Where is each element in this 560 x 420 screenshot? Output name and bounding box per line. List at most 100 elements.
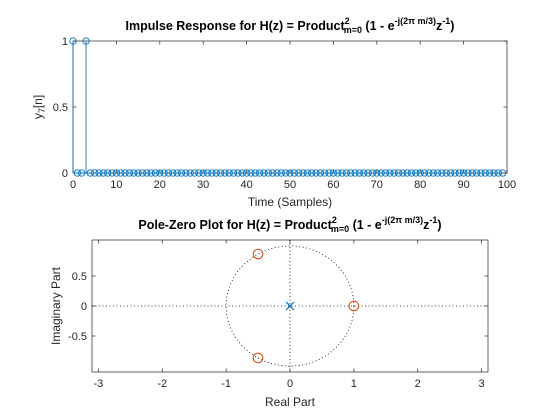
stem-marker xyxy=(238,169,246,177)
stem-marker xyxy=(255,169,264,177)
stem-marker xyxy=(143,169,151,177)
stem-marker xyxy=(390,169,398,177)
stem-marker xyxy=(308,169,316,177)
stem-marker xyxy=(381,169,390,177)
impulse-xtick-label: 30 xyxy=(197,179,209,191)
stem-marker xyxy=(151,169,160,177)
stem-marker xyxy=(125,169,134,177)
stem-marker xyxy=(455,169,463,177)
stem-marker xyxy=(286,169,294,177)
stem-marker xyxy=(451,169,459,177)
stem-marker xyxy=(446,169,455,177)
pole-zero-ytick-label: 0.5 xyxy=(72,271,87,283)
stem-marker xyxy=(420,169,429,177)
stem-marker xyxy=(334,169,342,177)
stem-marker xyxy=(429,169,437,177)
stem-marker xyxy=(242,169,251,177)
zero-marker xyxy=(252,352,264,364)
stem-marker xyxy=(472,169,481,177)
stem-marker xyxy=(86,169,95,177)
stem-marker xyxy=(190,169,199,177)
stem-marker xyxy=(212,169,220,177)
stem-marker xyxy=(78,169,86,177)
stem-marker xyxy=(186,169,194,177)
stem-marker xyxy=(442,169,450,177)
impulse-xtick-label: 80 xyxy=(414,179,426,191)
stem-marker xyxy=(295,169,303,177)
stem-marker xyxy=(425,169,433,177)
impulse-ytick-label: 0 xyxy=(62,168,68,180)
impulse-axes-ticks: 0 10 20 30 40 50 60 70 80 90 100 0 0.5 1 xyxy=(53,36,516,191)
stem-marker xyxy=(494,169,502,177)
stem-marker xyxy=(91,169,99,177)
pole-zero-xtick-label: -2 xyxy=(157,378,167,390)
stem-marker xyxy=(73,169,81,177)
pole-zero-xtick-label: 3 xyxy=(479,378,485,390)
pole-zero-xlabel: Real Part xyxy=(265,395,316,409)
stem-marker xyxy=(234,169,242,177)
impulse-xtick-label: 40 xyxy=(240,179,252,191)
stem-marker xyxy=(251,169,259,177)
stem-marker xyxy=(273,169,281,177)
stem-marker xyxy=(299,169,307,177)
stem-marker xyxy=(321,169,329,177)
stem-marker xyxy=(160,169,168,177)
pole-zero-xtick-label: 1 xyxy=(351,378,357,390)
stem-marker xyxy=(438,169,446,177)
impulse-xtick-label: 20 xyxy=(154,179,166,191)
zero-marker xyxy=(252,248,264,260)
stem-marker xyxy=(221,169,229,177)
stem-marker xyxy=(481,169,489,177)
stem-marker xyxy=(117,169,125,177)
unit-circle xyxy=(225,245,355,367)
stem-marker xyxy=(386,169,394,177)
impulse-xtick-label: 100 xyxy=(498,179,516,191)
stem-marker xyxy=(108,169,116,177)
pole-zero-ytick-label: 0 xyxy=(81,301,87,313)
stem-marker xyxy=(412,169,420,177)
stem-marker xyxy=(169,169,177,177)
stem-marker xyxy=(290,169,298,177)
stem-marker xyxy=(225,169,233,177)
pole-marker xyxy=(285,301,295,311)
stem-marker xyxy=(121,169,129,177)
stem-marker xyxy=(138,169,147,177)
stem-marker xyxy=(268,169,277,177)
stem-marker xyxy=(203,169,212,177)
stem-marker xyxy=(399,169,407,177)
stem-marker xyxy=(104,169,112,177)
pole-zero-ytick-label: -0.5 xyxy=(68,331,87,343)
zero-marker xyxy=(348,300,360,312)
stem-marker xyxy=(360,169,368,177)
impulse-ylabel: y7[n] xyxy=(31,95,47,119)
stem-marker xyxy=(351,169,359,177)
impulse-xtick-label: 0 xyxy=(70,179,76,191)
stem-marker xyxy=(264,169,272,177)
stem-marker xyxy=(468,169,476,177)
stem-marker xyxy=(394,169,403,177)
stem-marker xyxy=(377,169,385,177)
pole-zero-axes: -3 -2 -1 0 1 2 3 -0.5 0 0.5 Pole-Zero Plot for H(… xyxy=(49,215,489,409)
stem-marker xyxy=(464,169,472,177)
stem-marker xyxy=(499,169,507,177)
stem-marker xyxy=(99,169,108,177)
stem-marker xyxy=(130,169,138,177)
impulse-xtick-label: 50 xyxy=(284,179,296,191)
stem-marker xyxy=(364,169,372,177)
stem-marker xyxy=(229,169,238,177)
stem-marker xyxy=(156,169,164,177)
stem-marker xyxy=(277,169,285,177)
pole-zero-ylabel: Imaginary Part xyxy=(49,266,63,345)
stem-marker xyxy=(182,169,190,177)
pole-zero-marks xyxy=(92,240,488,372)
stem-marker xyxy=(355,169,364,177)
stem-marker xyxy=(459,169,468,177)
stem-marker xyxy=(368,169,377,177)
stem-marker xyxy=(82,37,90,45)
stem-marker xyxy=(407,169,416,177)
impulse-response-axes: 0 10 20 30 40 50 60 70 80 90 100 0 0.5 1 Impulse Resp… xyxy=(31,16,516,209)
stem-marker xyxy=(338,169,346,177)
stem-marker xyxy=(433,169,442,177)
stem-marker xyxy=(485,169,494,177)
